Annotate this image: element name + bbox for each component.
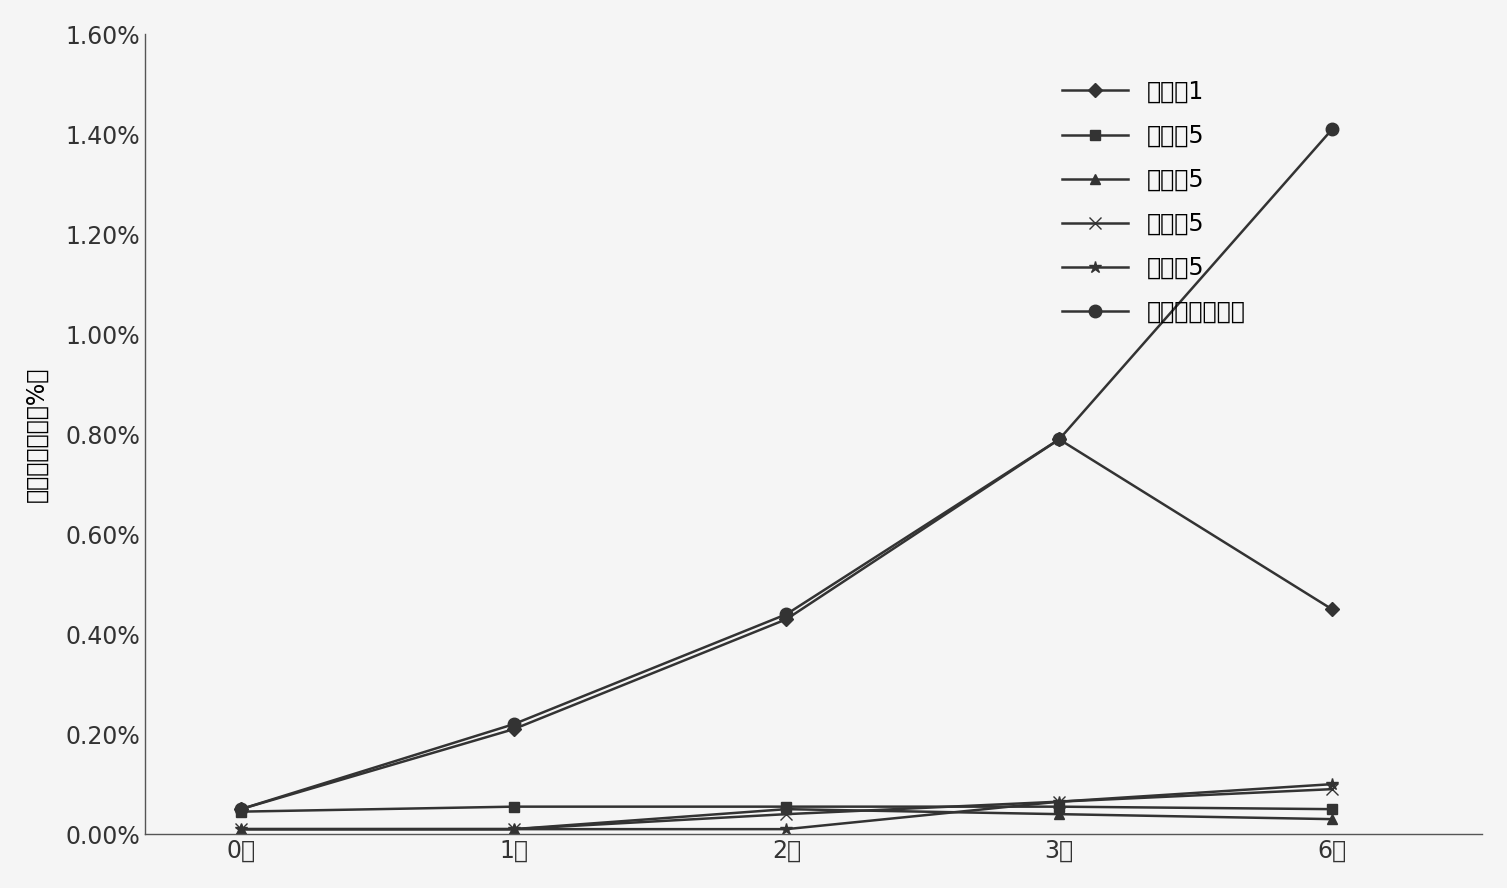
实施例5 (505, 801, 523, 812)
实施例5 (232, 824, 250, 835)
实施例5 (505, 824, 523, 835)
实施例5 (1050, 809, 1068, 820)
实施例5 (778, 801, 796, 812)
Y-axis label: 孟鲁司特甲酮（%）: 孟鲁司特甲酮（%） (26, 367, 50, 502)
孟鲁司特钔原料 (1323, 124, 1341, 135)
实施例1 (1323, 604, 1341, 614)
孟鲁司特钔原料 (232, 804, 250, 814)
实施例5 (505, 824, 523, 835)
实施例5 (1323, 813, 1341, 824)
Line: 实施例5: 实施例5 (235, 778, 1338, 836)
Line: 实施例5: 实施例5 (237, 802, 1337, 816)
实施例5 (778, 809, 796, 820)
孟鲁司特钔原料 (1050, 434, 1068, 445)
实施例5 (505, 824, 523, 835)
实施例5 (1050, 801, 1068, 812)
实施例5 (1050, 797, 1068, 807)
实施例5 (1323, 804, 1341, 814)
孟鲁司特钔原料 (778, 609, 796, 620)
Legend: 实施例1, 实施例5, 实施例5, 实施例5, 实施例5, 孟鲁司特钔原料: 实施例1, 实施例5, 实施例5, 实施例5, 实施例5, 孟鲁司特钔原料 (1053, 70, 1255, 334)
实施例1 (232, 804, 250, 814)
实施例5 (232, 824, 250, 835)
实施例5 (1050, 797, 1068, 807)
实施例1 (1050, 434, 1068, 445)
孟鲁司特钔原料 (505, 719, 523, 730)
实施例5 (1323, 784, 1341, 795)
实施例5 (232, 806, 250, 817)
实施例5 (232, 824, 250, 835)
Line: 实施例5: 实施例5 (235, 783, 1338, 835)
实施例1 (505, 724, 523, 734)
Line: 实施例1: 实施例1 (237, 434, 1337, 814)
Line: 实施例5: 实施例5 (237, 805, 1337, 834)
实施例5 (1323, 779, 1341, 789)
实施例5 (778, 804, 796, 814)
实施例5 (778, 824, 796, 835)
实施例1 (778, 614, 796, 624)
Line: 孟鲁司特钔原料: 孟鲁司特钔原料 (235, 123, 1338, 815)
